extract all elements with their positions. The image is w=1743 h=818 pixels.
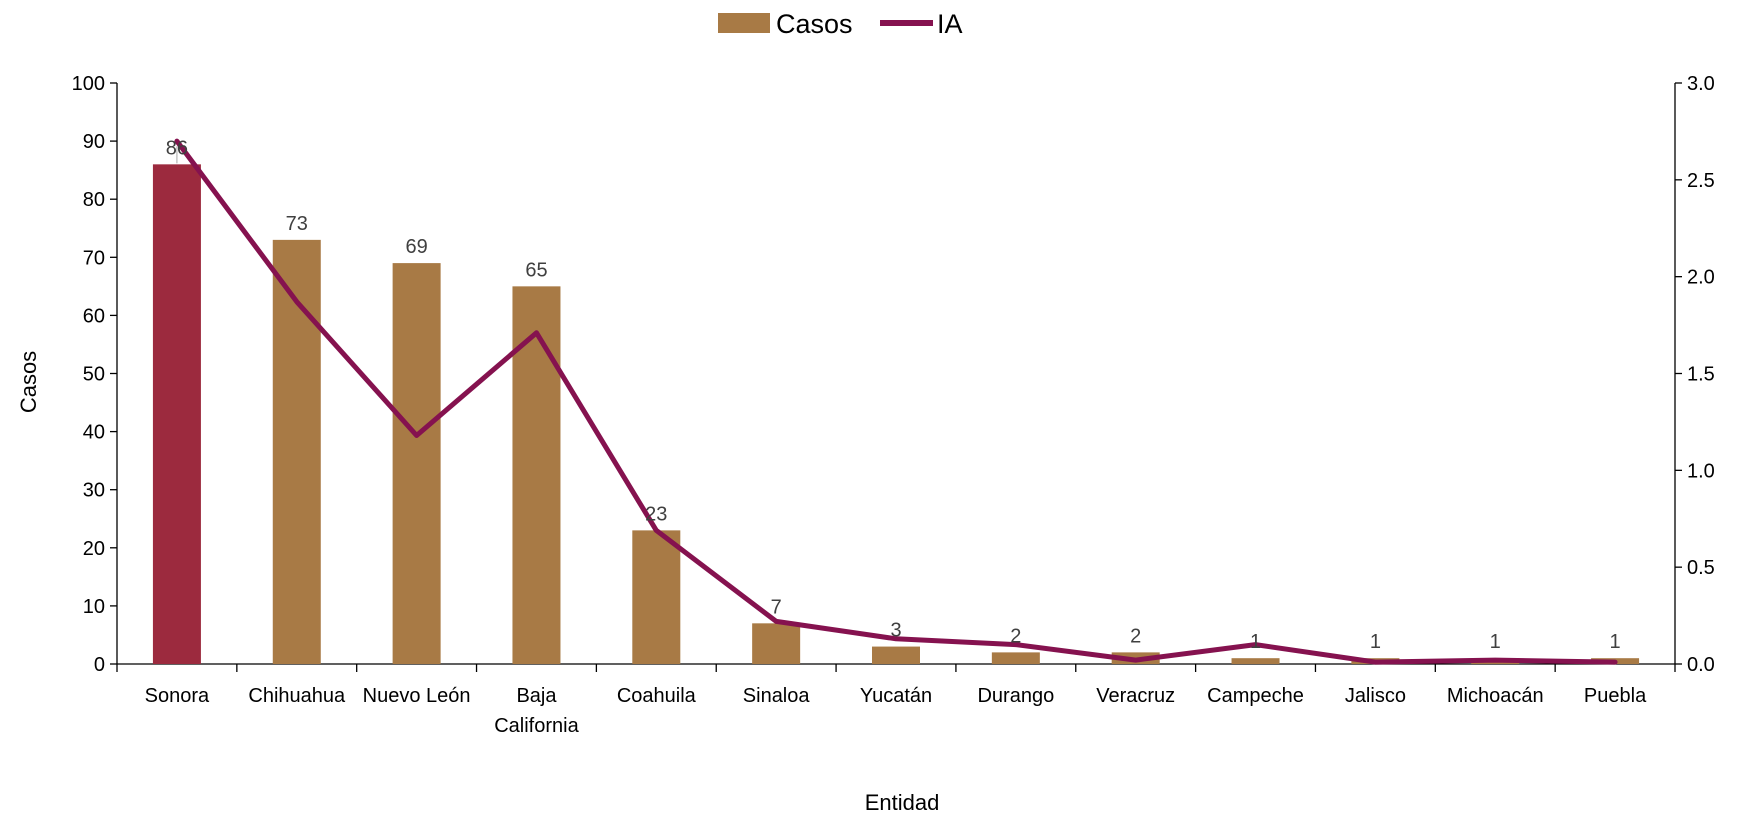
category-label: Campeche <box>1207 685 1304 707</box>
ia-point <box>1613 660 1617 664</box>
data-label-casos: 1 <box>1250 631 1261 653</box>
category-label: Veracruz <box>1096 685 1175 707</box>
data-label-casos: 2 <box>1130 625 1141 647</box>
category-label: Baja <box>516 685 557 707</box>
y-tick-label-left: 70 <box>83 247 105 269</box>
y-tick-label-left: 60 <box>83 305 105 327</box>
category-label: Coahuila <box>617 685 697 707</box>
legend: Casos IA <box>718 9 963 39</box>
data-label-casos: 73 <box>286 213 308 235</box>
category-label: Sonora <box>145 685 210 707</box>
line-series-ia <box>174 138 1618 665</box>
y-tick-label-right: 2.0 <box>1687 267 1715 289</box>
category-label: Yucatán <box>860 685 932 707</box>
bar-chihuahua <box>272 239 321 664</box>
data-label-casos: 2 <box>1010 625 1021 647</box>
category-label: Sinaloa <box>743 685 811 707</box>
data-label-casos: 7 <box>771 596 782 618</box>
y-tick-label-left: 80 <box>83 189 105 211</box>
y-tick-label-left: 50 <box>83 364 105 386</box>
bar-campeche <box>1231 658 1280 664</box>
ia-point <box>534 331 538 335</box>
data-label-casos: 69 <box>405 236 427 258</box>
ia-point <box>1493 658 1497 662</box>
y-axis-title: Casos <box>16 351 41 413</box>
y-tick-label-right: 0.5 <box>1687 557 1715 579</box>
category-label: Michoacán <box>1447 685 1544 707</box>
category-labels: Sonora Chihuahua Nuevo León Baja California C… <box>145 685 1647 737</box>
y-tick-label-right: 0.0 <box>1687 654 1715 676</box>
ia-point <box>774 619 778 623</box>
bar-nuevo-león <box>392 263 441 664</box>
data-label-casos: 1 <box>1490 631 1501 653</box>
data-label-casos: 1 <box>1610 631 1621 653</box>
bar-series-casos <box>152 164 1640 664</box>
category-label: Nuevo León <box>363 685 471 707</box>
data-label-casos: 65 <box>525 259 547 281</box>
bar-sonora <box>152 164 201 664</box>
y-tick-label-left: 10 <box>83 596 105 618</box>
axes: 0 10 20 30 40 50 60 70 80 90 100 0.0 0.5 1.0 1.5 2.0 2.5… <box>72 73 1715 676</box>
category-label: Jalisco <box>1345 685 1406 707</box>
bar-yucatán <box>872 646 920 664</box>
ia-point <box>1134 658 1138 662</box>
ia-point <box>1373 660 1377 664</box>
legend-label-casos: Casos <box>776 9 853 39</box>
category-label: Puebla <box>1584 685 1647 707</box>
category-label: Durango <box>977 685 1054 707</box>
y-tick-label-left: 0 <box>94 654 105 676</box>
bar-durango <box>991 652 1040 664</box>
data-label-casos: 3 <box>890 620 901 642</box>
legend-label-ia: IA <box>937 9 963 39</box>
ia-point <box>415 433 419 437</box>
ia-point <box>1254 643 1258 647</box>
y-tick-label-right: 1.0 <box>1687 460 1715 482</box>
bar-baja-california <box>512 286 561 664</box>
y-tick-label-left: 20 <box>83 538 105 560</box>
data-label-casos: 1 <box>1370 631 1381 653</box>
ia-point <box>654 528 658 532</box>
bar-coahuila <box>632 530 681 664</box>
category-label: California <box>494 715 579 737</box>
y-tick-label-left: 90 <box>83 131 105 153</box>
x-axis-title: Entidad <box>865 790 940 813</box>
legend-swatch-casos <box>718 13 770 33</box>
y-tick-label-left: 30 <box>83 480 105 502</box>
ia-point <box>1014 643 1018 647</box>
ia-point <box>175 139 179 143</box>
ia-point <box>295 300 299 304</box>
y-tick-label-left: 100 <box>72 73 105 95</box>
bar-sinaloa <box>752 623 801 664</box>
y-tick-label-right: 3.0 <box>1687 73 1715 95</box>
y-tick-label-right: 1.5 <box>1687 364 1715 386</box>
data-label-casos: 23 <box>645 503 667 525</box>
y-tick-label-left: 40 <box>83 422 105 444</box>
ia-point <box>894 637 898 641</box>
category-label: Chihuahua <box>248 685 346 707</box>
y-tick-label-right: 2.5 <box>1687 170 1715 192</box>
